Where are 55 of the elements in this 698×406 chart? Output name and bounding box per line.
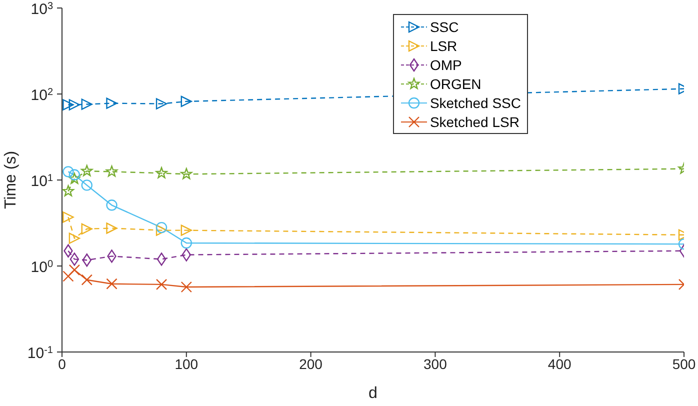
point xyxy=(62,270,74,282)
point xyxy=(180,168,192,180)
y-tick-label: 10$^{0}$ xyxy=(30,258,54,276)
point xyxy=(81,180,92,191)
legend-label: ORGEN xyxy=(430,76,482,92)
point xyxy=(62,99,74,110)
point xyxy=(156,167,168,178)
legend-label: Sketched LSR xyxy=(430,114,520,130)
x-tick-label: 400 xyxy=(548,356,572,372)
point xyxy=(180,281,192,293)
legend-label: Sketched SSC xyxy=(430,94,521,110)
point xyxy=(156,98,168,110)
legend-label: OMP xyxy=(430,56,462,72)
point xyxy=(156,278,168,290)
point xyxy=(106,278,118,290)
x-tick-label: 0 xyxy=(58,356,66,372)
point xyxy=(82,254,92,267)
y-tick-label: 10$^{-1}$ xyxy=(27,344,54,362)
point xyxy=(64,244,73,258)
point xyxy=(182,248,191,262)
point xyxy=(107,250,116,263)
point xyxy=(180,224,192,236)
y-tick-label: 10$^{3}$ xyxy=(30,0,54,18)
point xyxy=(68,99,80,110)
point xyxy=(81,98,92,110)
point xyxy=(62,166,74,178)
y-tick-label: 10$^{2}$ xyxy=(30,86,54,104)
point xyxy=(180,96,192,108)
point xyxy=(106,222,118,234)
point xyxy=(81,164,93,176)
point xyxy=(156,252,166,266)
point xyxy=(156,222,168,234)
legend-label: SSC xyxy=(430,18,459,34)
x-tick-label: 500 xyxy=(672,356,696,372)
point xyxy=(68,264,80,276)
x-tick-label: 300 xyxy=(424,356,448,372)
point xyxy=(106,98,118,109)
y-tick-label: 10$^{1}$ xyxy=(30,172,54,190)
point xyxy=(106,200,118,211)
x-axis-title: d xyxy=(368,385,378,402)
x-tick-label: 100 xyxy=(174,356,198,372)
point xyxy=(81,274,92,286)
y-axis-title: Time (s) xyxy=(2,150,20,210)
point xyxy=(156,224,168,236)
point xyxy=(62,185,74,196)
point xyxy=(62,212,74,223)
point xyxy=(68,232,80,244)
legend-label: LSR xyxy=(430,38,458,54)
point xyxy=(81,223,92,235)
point xyxy=(106,166,118,177)
point xyxy=(70,252,80,266)
point xyxy=(68,172,80,184)
point xyxy=(68,169,80,180)
x-tick-label: 200 xyxy=(299,356,323,372)
point xyxy=(180,237,192,249)
